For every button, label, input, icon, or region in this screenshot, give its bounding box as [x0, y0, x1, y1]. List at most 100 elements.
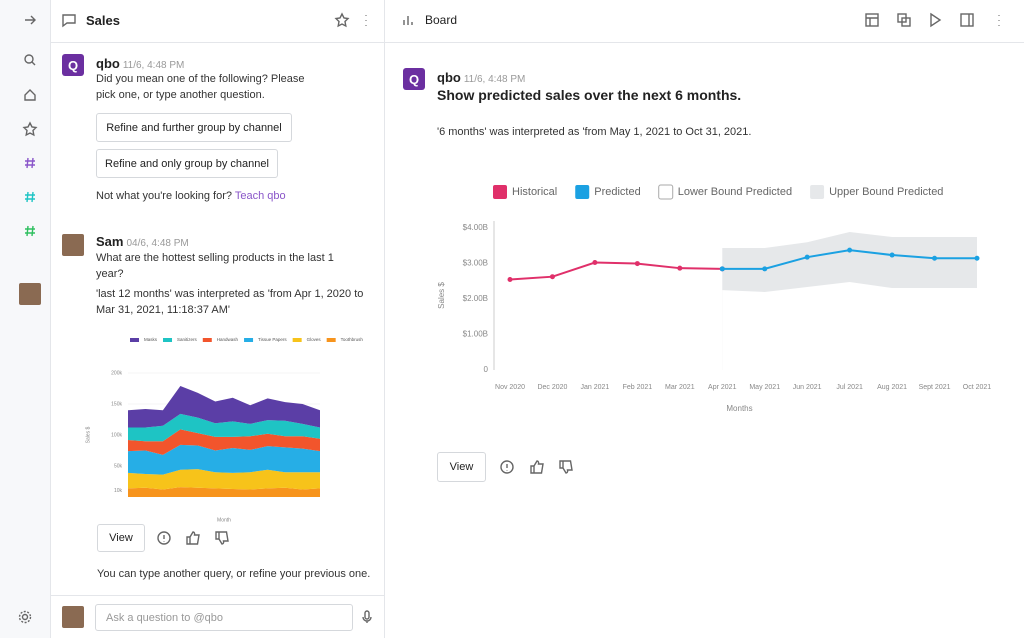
legend-swatch — [130, 338, 139, 342]
hint: You can type another query, or refine yo… — [97, 568, 371, 580]
legend-swatch — [575, 185, 590, 199]
thumbs-down-button[interactable] — [214, 530, 230, 546]
point — [634, 261, 640, 267]
thumbs-up-button[interactable] — [185, 530, 201, 546]
message-header: Sam 04/6, 4:48 PM — [96, 233, 189, 251]
interpretation: 'last 12 months' was interpreted as 'fro… — [96, 288, 364, 316]
question: Show predicted sales over the next 6 mon… — [437, 87, 742, 103]
message-text: What are the hottest selling products in… — [96, 252, 334, 280]
legend-swatch — [244, 338, 254, 342]
author: qbo — [96, 56, 120, 71]
timestamp: 11/6, 4:48 PM — [122, 60, 185, 71]
star-icon[interactable] — [22, 121, 38, 137]
user-avatar — [62, 606, 84, 628]
channel-icon[interactable] — [22, 189, 38, 205]
info-button[interactable] — [499, 459, 515, 475]
y-tick-label: $2.00B — [463, 294, 488, 303]
home-icon[interactable] — [22, 87, 38, 103]
point — [974, 255, 980, 261]
x-tick-label: Sept 2021 — [919, 384, 951, 391]
board-icon — [403, 16, 413, 25]
point — [889, 252, 895, 258]
x-tick-label: Mar 2021 — [665, 384, 695, 391]
view-button[interactable]: View — [97, 524, 145, 552]
footer-text: Not what you're looking for? — [96, 190, 233, 202]
x-tick-label: Feb 2021 — [623, 384, 653, 391]
pane-title: Sales — [86, 13, 120, 28]
view-button[interactable]: View — [437, 452, 486, 482]
chat-icon — [62, 14, 76, 28]
x-axis-label: Month — [217, 517, 231, 523]
teach-link[interactable]: Teach qbo — [234, 190, 286, 202]
footer: Not what you're looking for? Teach qbo — [96, 188, 286, 204]
legend-swatch — [292, 338, 302, 342]
legend-label: Tissue Papers — [258, 337, 287, 342]
query-input[interactable]: Ask a question to @qbo — [95, 604, 353, 631]
message-header: qbo 11/6, 4:48 PM — [96, 55, 184, 73]
x-tick-label: Apr 2021 — [708, 384, 737, 391]
point — [592, 260, 598, 266]
interpretation: '6 months' was interpreted as 'from May … — [437, 126, 752, 138]
favorite-button[interactable] — [334, 12, 350, 28]
point — [549, 274, 555, 280]
channel-icon[interactable] — [22, 155, 38, 171]
y-tick-label: $1.00B — [463, 330, 488, 339]
legend-label: Masks — [144, 337, 158, 342]
header-border — [385, 42, 1024, 43]
bot-avatar: Q — [403, 68, 425, 90]
legend-swatch — [326, 338, 336, 342]
band-area — [722, 282, 977, 370]
legend-swatch — [202, 338, 212, 342]
copy-button[interactable] — [896, 12, 912, 28]
legend-label: Lower Bound Predicted — [678, 186, 792, 198]
y-tick-label: 0 — [484, 365, 489, 374]
x-tick-label: May 2021 — [749, 384, 780, 391]
x-tick-label: Dec 2020 — [537, 384, 567, 391]
legend-swatch — [163, 338, 173, 342]
sidebar — [0, 0, 50, 638]
area — [128, 469, 320, 490]
point — [847, 247, 853, 253]
info-button[interactable] — [156, 530, 172, 546]
x-tick-label: Jun 2021 — [793, 384, 822, 391]
menu-button[interactable] — [358, 12, 374, 28]
expand-icon[interactable] — [22, 12, 38, 28]
x-tick-label: Jul 2021 — [836, 384, 863, 391]
divider — [50, 0, 51, 638]
y-tick-label: $4.00B — [463, 223, 488, 232]
message-text: Did you mean one of the following? Pleas… — [96, 73, 305, 101]
point — [762, 266, 768, 272]
y-axis-label: Sales $ — [85, 426, 91, 443]
user-avatar[interactable] — [19, 283, 41, 305]
point — [677, 265, 683, 271]
author: Sam — [96, 234, 124, 249]
channel-icon[interactable] — [22, 223, 38, 239]
panel-button[interactable] — [959, 12, 975, 28]
legend-label: Predicted — [594, 186, 640, 198]
option-button[interactable]: Refine and further group by channel — [96, 113, 292, 142]
mic-button[interactable] — [359, 609, 375, 625]
menu-button[interactable] — [991, 12, 1007, 28]
input-border — [51, 595, 384, 596]
legend-label: Gloves — [307, 337, 322, 342]
legend-swatch — [493, 185, 507, 199]
layout-button[interactable] — [864, 12, 880, 28]
search-icon[interactable] — [22, 52, 38, 68]
play-button[interactable] — [927, 12, 943, 28]
timestamp: 04/6, 4:48 PM — [126, 238, 189, 249]
point — [719, 266, 725, 272]
legend-label: Handwash — [217, 337, 239, 342]
settings-icon[interactable] — [17, 609, 33, 625]
legend-label: Historical — [512, 186, 557, 198]
area — [128, 429, 320, 455]
option-button[interactable]: Refine and only group by channel — [96, 149, 278, 178]
user-avatar — [62, 234, 84, 256]
legend-label: Toothbrush — [341, 337, 364, 342]
thumbs-down-button[interactable] — [558, 459, 574, 475]
area — [128, 444, 320, 475]
thumbs-up-button[interactable] — [529, 459, 545, 475]
legend-swatch — [658, 184, 674, 200]
area — [128, 487, 320, 497]
timestamp: 11/6, 4:48 PM — [463, 74, 526, 85]
